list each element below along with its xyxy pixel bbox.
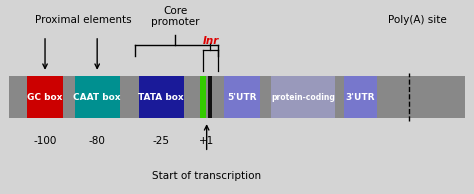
Text: +1: +1 <box>199 136 214 146</box>
Text: 5'UTR: 5'UTR <box>227 93 256 101</box>
Text: 3'UTR: 3'UTR <box>346 93 375 101</box>
Text: Start of transcription: Start of transcription <box>152 171 261 181</box>
Text: Inr: Inr <box>203 36 219 46</box>
Bar <box>208 76 212 118</box>
Bar <box>200 76 206 118</box>
Text: TATA box: TATA box <box>138 93 184 101</box>
Text: CAAT box: CAAT box <box>73 93 121 101</box>
Text: Core
promoter: Core promoter <box>151 6 200 27</box>
Text: protein-coding: protein-coding <box>272 93 335 101</box>
Text: Poly(A) site: Poly(A) site <box>388 15 447 25</box>
Text: -80: -80 <box>89 136 106 146</box>
Bar <box>271 76 336 118</box>
Text: -25: -25 <box>153 136 170 146</box>
Bar <box>74 76 119 118</box>
Text: GC box: GC box <box>27 93 63 101</box>
Bar <box>224 76 259 118</box>
Bar <box>344 76 377 118</box>
Text: -100: -100 <box>33 136 57 146</box>
Bar <box>9 76 465 118</box>
Text: Proximal elements: Proximal elements <box>35 15 131 25</box>
Bar <box>138 76 184 118</box>
Bar <box>27 76 63 118</box>
